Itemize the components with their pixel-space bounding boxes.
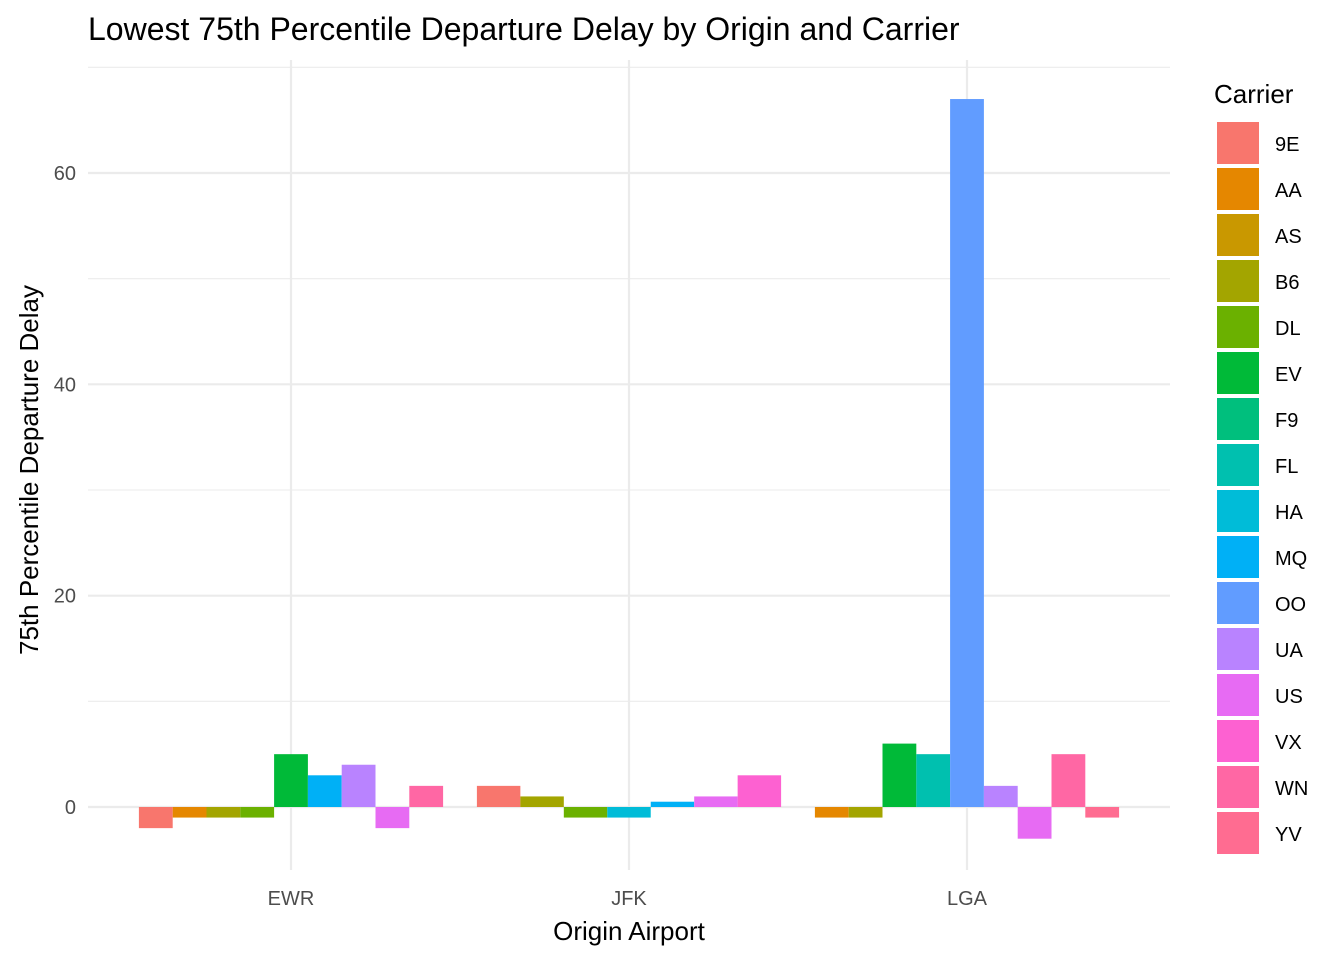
legend-swatch-yv bbox=[1217, 812, 1259, 854]
legend-swatch-dl bbox=[1217, 306, 1259, 348]
grid bbox=[88, 60, 1170, 870]
legend-swatch-ua bbox=[1217, 628, 1259, 670]
bar-ha-jfk bbox=[607, 807, 651, 818]
legend-swatch-wn bbox=[1217, 766, 1259, 808]
legend-label-dl: DL bbox=[1275, 318, 1301, 340]
legend-label-f9: F9 bbox=[1275, 410, 1298, 432]
legend-swatch-us bbox=[1217, 674, 1259, 716]
legend-label-aa: AA bbox=[1275, 180, 1302, 202]
legend-swatch-as bbox=[1217, 214, 1259, 256]
bar-b6-jfk bbox=[520, 796, 564, 807]
legend: 9E AA AS B6 DL EV F9 FL HA MQ OO UA US VX WN YV bbox=[1217, 122, 1308, 854]
bar-ev-lga bbox=[882, 743, 917, 807]
legend-label-ua: UA bbox=[1275, 640, 1303, 662]
legend-label-vx: VX bbox=[1275, 732, 1302, 754]
bar-us-lga bbox=[1017, 807, 1052, 839]
bar-fl-lga bbox=[916, 754, 951, 807]
bar-b6-lga bbox=[848, 807, 883, 818]
legend-swatch-ev bbox=[1217, 352, 1259, 394]
legend-label-as: AS bbox=[1275, 226, 1302, 248]
y-tick-label: 0 bbox=[65, 797, 76, 819]
legend-label-fl: FL bbox=[1275, 456, 1298, 478]
legend-label-mq: MQ bbox=[1275, 548, 1307, 570]
chart-title: Lowest 75th Percentile Departure Delay b… bbox=[88, 11, 960, 47]
y-tick-label: 20 bbox=[54, 586, 76, 608]
x-tick-label: LGA bbox=[947, 888, 988, 910]
bar-aa-lga bbox=[814, 807, 849, 818]
x-axis-title: Origin Airport bbox=[553, 916, 705, 946]
bar-us-jfk bbox=[694, 796, 738, 807]
bar-yv-lga bbox=[1085, 807, 1120, 818]
legend-swatch-vx bbox=[1217, 720, 1259, 762]
bar-us-ewr bbox=[375, 807, 410, 829]
legend-label-b6: B6 bbox=[1275, 272, 1299, 294]
legend-swatch-b6 bbox=[1217, 260, 1259, 302]
legend-title: Carrier bbox=[1214, 79, 1294, 109]
legend-label-yv: YV bbox=[1275, 824, 1302, 846]
y-tick-labels: 0 20 40 60 bbox=[54, 163, 76, 819]
y-axis-title: 75th Percentile Departure Delay bbox=[14, 285, 44, 655]
legend-label-us: US bbox=[1275, 686, 1303, 708]
legend-swatch-ha bbox=[1217, 490, 1259, 532]
y-tick-label: 60 bbox=[54, 163, 76, 185]
legend-swatch-mq bbox=[1217, 536, 1259, 578]
legend-label-ev: EV bbox=[1275, 364, 1302, 386]
bar-mq-ewr bbox=[307, 775, 342, 807]
bar-ev-ewr bbox=[274, 754, 308, 807]
bar-9e-jfk bbox=[476, 785, 521, 807]
bar-vx-jfk bbox=[737, 775, 782, 807]
bar-oo-lga bbox=[950, 99, 984, 808]
bar-9e-ewr bbox=[138, 807, 173, 829]
legend-swatch-oo bbox=[1217, 582, 1259, 624]
legend-label-9e: 9E bbox=[1275, 134, 1299, 156]
bar-mq-jfk bbox=[650, 801, 695, 807]
x-tick-label: JFK bbox=[611, 888, 647, 910]
legend-label-ha: HA bbox=[1275, 502, 1303, 524]
legend-swatch-fl bbox=[1217, 444, 1259, 486]
bar-wn-ewr bbox=[409, 785, 444, 807]
legend-label-oo: OO bbox=[1275, 594, 1306, 616]
x-tick-labels: EWR JFK LGA bbox=[268, 888, 988, 910]
bar-aa-ewr bbox=[172, 807, 207, 818]
bar-wn-lga bbox=[1051, 754, 1086, 807]
legend-swatch-aa bbox=[1217, 168, 1259, 210]
legend-swatch-9e bbox=[1217, 122, 1259, 164]
bar-dl-ewr bbox=[240, 807, 275, 818]
bars bbox=[138, 99, 1120, 839]
y-tick-label: 40 bbox=[54, 374, 76, 396]
legend-label-wn: WN bbox=[1275, 778, 1308, 800]
bar-ua-ewr bbox=[341, 764, 376, 807]
x-tick-label: EWR bbox=[268, 888, 315, 910]
legend-swatch-f9 bbox=[1217, 398, 1259, 440]
bar-ua-lga bbox=[983, 785, 1018, 807]
bar-b6-ewr bbox=[206, 807, 241, 818]
bar-dl-jfk bbox=[563, 807, 608, 818]
